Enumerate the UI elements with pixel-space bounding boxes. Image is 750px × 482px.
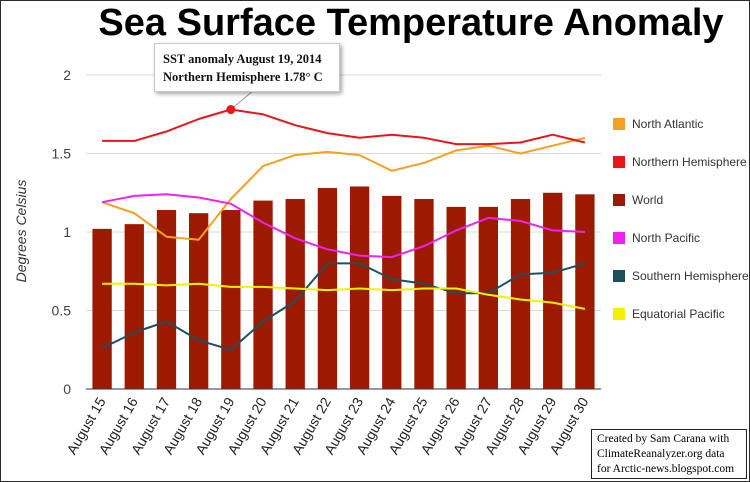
bar-august-19 xyxy=(221,210,240,389)
legend-swatch-world xyxy=(613,194,625,206)
bar-august-25 xyxy=(414,199,433,389)
bar-august-24 xyxy=(382,196,401,389)
legend: North Atlantic Northern Hemisphere World No… xyxy=(613,117,749,321)
chart-title: Sea Surface Temperature Anomaly xyxy=(98,2,723,44)
bar-august-28 xyxy=(511,199,530,389)
legend-swatch-northern-hemisphere xyxy=(613,156,625,168)
bar-august-20 xyxy=(253,201,272,389)
annotation-marker xyxy=(226,105,235,114)
legend-swatch-equatorial-pacific xyxy=(613,308,625,320)
y-tick-label: 1.5 xyxy=(52,146,72,162)
credit-box: Created by Sam Carana with ClimateReanal… xyxy=(591,429,747,479)
callout-line-2: Northern Hemisphere 1.78° C xyxy=(163,68,331,86)
y-axis-label: Degrees Celsius xyxy=(13,180,29,283)
credit-line-3: for Arctic-news.blogspot.com xyxy=(597,462,741,477)
y-tick-labels: 0 0.5 1 1.5 2 xyxy=(52,67,72,397)
callout-line-1: SST anomaly August 19, 2014 xyxy=(163,50,331,68)
credit-line-2: ClimateReanalyzer.org data xyxy=(597,447,741,462)
bar-august-27 xyxy=(479,207,498,389)
annotation-callout: SST anomaly August 19, 2014 Northern Hem… xyxy=(154,43,340,92)
bar-august-30 xyxy=(575,194,594,389)
legend-swatch-north-atlantic xyxy=(613,118,625,130)
credit-line-1: Created by Sam Carana with xyxy=(597,432,741,447)
legend-label-north-atlantic: North Atlantic xyxy=(632,117,703,131)
bar-august-15 xyxy=(92,229,111,389)
world-bars xyxy=(92,186,594,389)
legend-swatch-north-pacific xyxy=(613,232,625,244)
series-line-northern-hemisphere xyxy=(102,110,585,145)
y-tick-label: 0.5 xyxy=(52,303,72,319)
legend-label-north-pacific: North Pacific xyxy=(632,231,700,245)
bar-august-16 xyxy=(125,224,144,389)
legend-swatch-southern-hemisphere xyxy=(613,270,625,282)
legend-label-northern-hemisphere: Northern Hemisphere xyxy=(632,155,747,169)
y-tick-label: 2 xyxy=(63,67,71,83)
legend-label-world: World xyxy=(632,193,663,207)
bar-august-22 xyxy=(318,188,337,389)
chart-frame: Sea Surface Temperature Anomaly 0 0.5 1 1.5… xyxy=(0,0,750,482)
legend-label-southern-hemisphere: Southern Hemisphere xyxy=(632,269,749,283)
sst-anomaly-chart: Sea Surface Temperature Anomaly 0 0.5 1 1.5… xyxy=(1,1,749,481)
y-tick-label: 0 xyxy=(63,381,71,397)
bar-august-29 xyxy=(543,193,562,389)
legend-label-equatorial-pacific: Equatorial Pacific xyxy=(632,307,725,321)
y-tick-label: 1 xyxy=(63,224,71,240)
